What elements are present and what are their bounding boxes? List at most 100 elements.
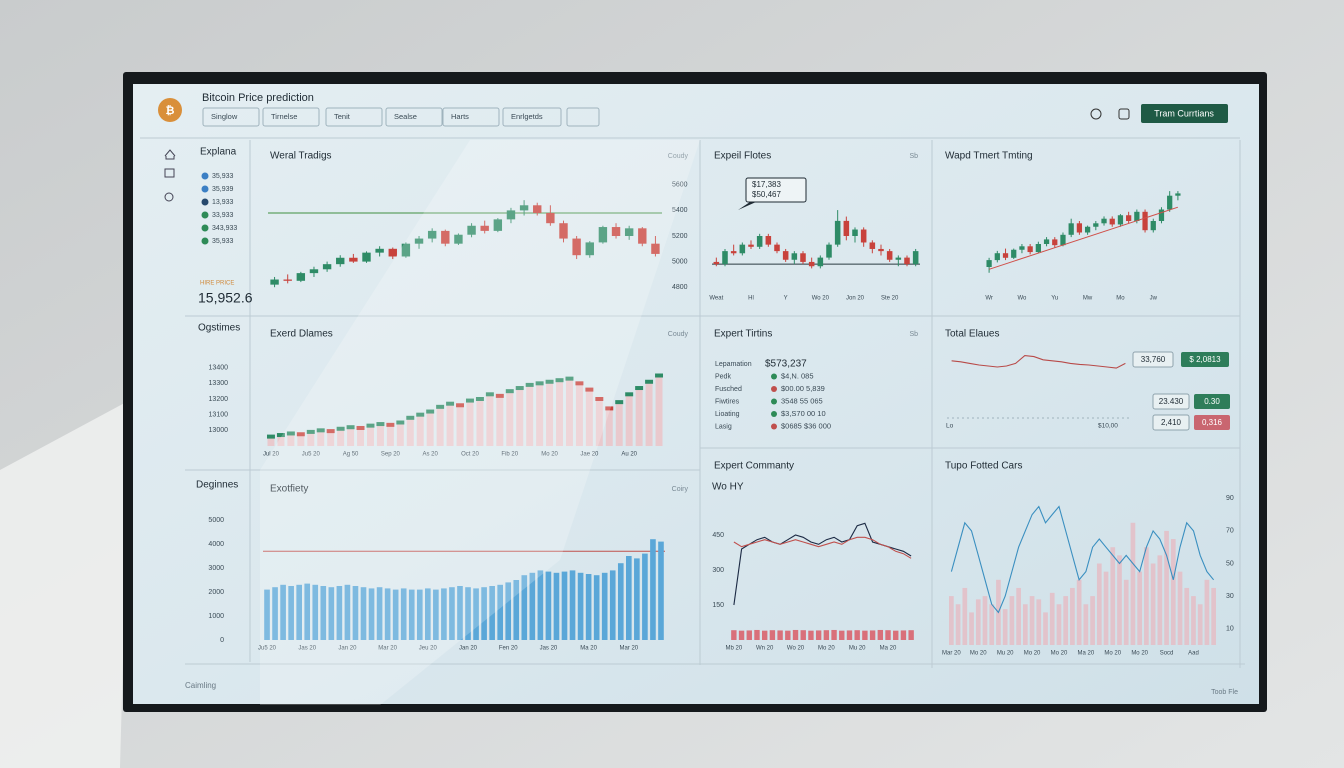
clock-icon[interactable] — [1090, 108, 1102, 120]
x-tick-label: Mo 20 — [1104, 651, 1121, 657]
x-tick-label: Fib 20 — [501, 452, 518, 458]
bar — [746, 630, 752, 640]
candle-body — [878, 248, 884, 252]
bar — [777, 630, 783, 640]
bell-icon[interactable] — [1118, 108, 1130, 120]
panel: Exotfiety Coiry 0 1000 2000 3000 4000 5000 Ju5 2… — [208, 484, 688, 652]
candle-body — [765, 236, 772, 245]
bar — [962, 587, 968, 645]
home-icon[interactable] — [164, 149, 176, 160]
primary-button[interactable] — [1141, 104, 1228, 123]
item-value: 35,933 — [212, 238, 234, 245]
badge — [1181, 352, 1229, 367]
badge-text: $ 2,0813 — [1189, 355, 1221, 364]
primary-button-label[interactable]: Tram Currtians — [1154, 108, 1214, 118]
row-value: $0685 $36 000 — [781, 421, 831, 430]
bar — [553, 572, 560, 640]
tab[interactable] — [262, 107, 320, 127]
tab[interactable] — [566, 107, 600, 127]
tab[interactable] — [502, 107, 562, 127]
bar — [1016, 587, 1021, 645]
y-tick-label: 4800 — [672, 284, 688, 291]
bar — [392, 589, 399, 640]
candle-body — [1084, 226, 1091, 233]
bar — [1130, 522, 1136, 645]
bar — [1029, 596, 1035, 645]
bag-icon[interactable] — [164, 168, 175, 178]
tab-label[interactable]: Enrlgetds — [511, 112, 543, 121]
bar-cap — [575, 381, 584, 386]
tab-label[interactable]: Tirnelse — [271, 112, 297, 121]
panel-menu[interactable]: Coiry — [672, 486, 689, 493]
tab-label[interactable]: Harts — [451, 112, 469, 121]
tab[interactable] — [325, 107, 383, 127]
bar — [815, 630, 822, 640]
status-dot — [771, 373, 777, 380]
panel-menu[interactable]: Coudy — [668, 331, 689, 338]
candle-body — [722, 251, 728, 265]
candle-body — [895, 257, 902, 260]
x-tick-label: Jas 20 — [540, 646, 558, 652]
bar — [1009, 596, 1015, 645]
bar — [272, 587, 278, 640]
badge-text: 2,410 — [1161, 418, 1182, 427]
bar-cap — [595, 397, 604, 401]
bar — [441, 588, 447, 640]
bar — [650, 539, 656, 640]
item-dot — [201, 172, 209, 180]
row-value: $4,N. 085 — [781, 371, 814, 380]
x-tick-label: Aad — [1188, 651, 1199, 657]
candle-body — [638, 228, 647, 244]
x-tick-label: Hl — [748, 296, 754, 302]
bar-cap — [336, 426, 345, 431]
candle-body — [519, 205, 529, 211]
bar — [481, 587, 487, 640]
bar — [949, 596, 954, 645]
bar — [575, 383, 583, 446]
bar-cap — [276, 433, 285, 438]
tab[interactable] — [202, 107, 260, 127]
bar — [969, 612, 974, 645]
tab-label[interactable]: Sealse — [394, 112, 417, 121]
candle-body — [791, 253, 798, 260]
bar — [982, 596, 988, 645]
candle-body — [756, 236, 763, 247]
bar — [526, 384, 534, 446]
panel: Expert Commanty Wo HY 150 300 450 Mb 20 Wn 20 W… — [712, 461, 914, 652]
panel-menu[interactable]: Coudy — [668, 153, 689, 160]
nav-icons — [164, 149, 176, 202]
x-tick-label: Mo 20 — [541, 452, 558, 458]
bar-cap — [635, 386, 644, 391]
bar-cap — [515, 386, 524, 391]
bar — [496, 395, 504, 446]
bar — [336, 586, 343, 640]
tab-label[interactable]: Singlow — [211, 112, 238, 121]
candle-body — [296, 273, 306, 281]
bar — [609, 570, 616, 640]
candle-body — [362, 252, 371, 262]
bar — [297, 434, 305, 446]
bar — [1170, 539, 1176, 645]
candle-body — [270, 279, 279, 285]
tab-label[interactable]: Tenit — [334, 112, 351, 121]
bar — [754, 629, 760, 640]
bar — [642, 553, 648, 640]
tab[interactable] — [442, 107, 500, 127]
candle-body — [1002, 253, 1009, 258]
bar — [1123, 579, 1129, 645]
bar — [384, 588, 391, 640]
tab[interactable] — [385, 107, 443, 127]
chart-icon[interactable] — [164, 192, 174, 202]
y-tick-label: 13000 — [209, 427, 229, 434]
bar — [577, 572, 584, 640]
candle-body — [1027, 246, 1033, 253]
candle-body — [713, 261, 720, 265]
row-label: Lioating — [715, 411, 740, 418]
panel-menu[interactable]: Sb — [909, 331, 918, 338]
candle-body — [774, 244, 780, 252]
candle-body — [782, 251, 789, 260]
panel-menu[interactable]: Sb — [909, 153, 918, 160]
bar — [396, 422, 404, 446]
bar — [489, 586, 495, 640]
